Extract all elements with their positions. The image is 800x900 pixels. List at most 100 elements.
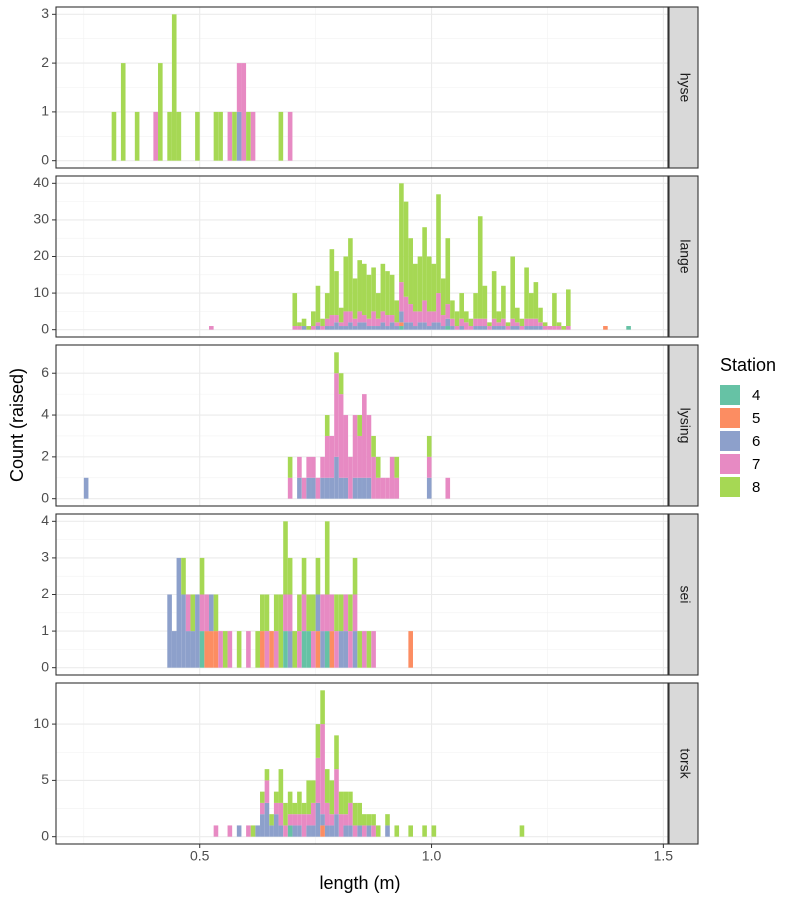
bar-segment — [426, 256, 432, 312]
bar-segment — [315, 477, 321, 499]
bar-segment — [524, 326, 529, 330]
bar-segment — [482, 285, 488, 319]
bar-segment — [445, 238, 451, 305]
bar-segment — [519, 326, 525, 330]
strip — [668, 682, 699, 845]
x-tick-label: 1.5 — [654, 848, 674, 864]
bar-segment — [227, 825, 233, 837]
bar-segment — [260, 594, 265, 632]
bar-segment — [343, 814, 349, 826]
bar-segment — [473, 326, 478, 330]
bar-segment — [375, 825, 381, 837]
bar-segment — [283, 802, 288, 826]
bar-segment — [348, 631, 353, 668]
bar-segment — [431, 311, 437, 323]
bar-segment — [366, 825, 372, 837]
bar-segment — [371, 825, 376, 837]
bar-segment — [403, 296, 409, 323]
bar-segment — [352, 477, 358, 499]
bar-segment — [269, 825, 274, 837]
bar-segment — [375, 477, 381, 499]
bar-segment — [468, 326, 474, 330]
bar-segment — [371, 631, 376, 668]
bar-segment — [477, 216, 483, 319]
bar-segment — [371, 456, 376, 499]
bar-segment — [273, 814, 279, 837]
bar-segment — [311, 802, 316, 826]
bar-segment — [287, 814, 293, 826]
bar-segment — [385, 315, 390, 327]
bar-segment — [255, 631, 260, 668]
y-tick-label: 0 — [41, 489, 49, 505]
y-tick-label: 40 — [33, 174, 49, 190]
bar-segment — [547, 326, 553, 330]
bar-segment — [273, 594, 279, 632]
bar-segment — [371, 326, 376, 330]
bar-segment — [399, 282, 404, 312]
bar-segment — [352, 278, 358, 319]
bar-segment — [338, 307, 344, 323]
bar-segment — [278, 769, 284, 803]
bar-segment — [324, 435, 330, 478]
bar-segment — [329, 435, 335, 478]
bar-segment — [301, 318, 307, 327]
bar-segment — [222, 631, 228, 668]
bar-segment — [329, 477, 335, 499]
x-axis-title: length (m) — [319, 873, 400, 893]
bar-segment — [371, 814, 376, 826]
bar-segment — [542, 326, 548, 330]
panel-background — [56, 683, 668, 844]
y-tick-label: 3 — [41, 5, 49, 21]
bar-segment — [297, 477, 302, 499]
bar-segment — [338, 814, 344, 837]
bar-segment — [324, 825, 330, 837]
bar-segment — [311, 456, 316, 478]
y-tick-label: 0 — [41, 151, 49, 167]
bar-segment — [426, 311, 432, 327]
bar-segment — [269, 814, 274, 826]
bar-segment — [352, 594, 358, 632]
bar-segment — [556, 326, 562, 330]
bar-segment — [236, 63, 242, 112]
bar-segment — [366, 318, 372, 327]
bar-segment — [343, 631, 349, 668]
bar-segment — [315, 594, 321, 632]
bar-segment — [389, 456, 395, 499]
bar-segment — [519, 318, 525, 327]
y-tick-label: 6 — [41, 364, 49, 380]
bar-segment — [519, 825, 525, 837]
panel-border — [55, 513, 669, 676]
bar-segment — [375, 293, 381, 319]
panel-border — [55, 6, 669, 169]
bar-segment — [246, 825, 251, 837]
bar-segment — [329, 326, 335, 330]
bar-segment — [250, 111, 256, 161]
bar-segment — [250, 825, 256, 837]
bar-segment — [315, 631, 321, 668]
bar-segment — [515, 307, 520, 323]
bar-segment — [464, 311, 469, 323]
bar-segment — [468, 318, 474, 327]
bar-segment — [255, 825, 260, 837]
bar-segment — [528, 293, 534, 319]
strip-label: sei — [677, 586, 693, 604]
strip — [668, 6, 699, 169]
bar-segment — [324, 293, 330, 319]
bar-segment — [338, 373, 344, 395]
bar-segment — [320, 825, 325, 837]
bar-segment — [362, 263, 367, 316]
bar-segment — [292, 326, 298, 330]
bar-segment — [171, 14, 177, 161]
bar-segment — [311, 594, 316, 632]
bar-segment — [426, 435, 432, 457]
bar-segment — [450, 318, 455, 327]
bar-segment — [324, 415, 330, 436]
bar-segment — [403, 201, 409, 297]
bar-segment — [491, 271, 497, 319]
bar-segment — [287, 477, 293, 499]
bar-segment — [306, 814, 311, 826]
bar-segment — [273, 631, 279, 668]
bar-segment — [487, 326, 492, 330]
bar-segment — [334, 352, 339, 374]
